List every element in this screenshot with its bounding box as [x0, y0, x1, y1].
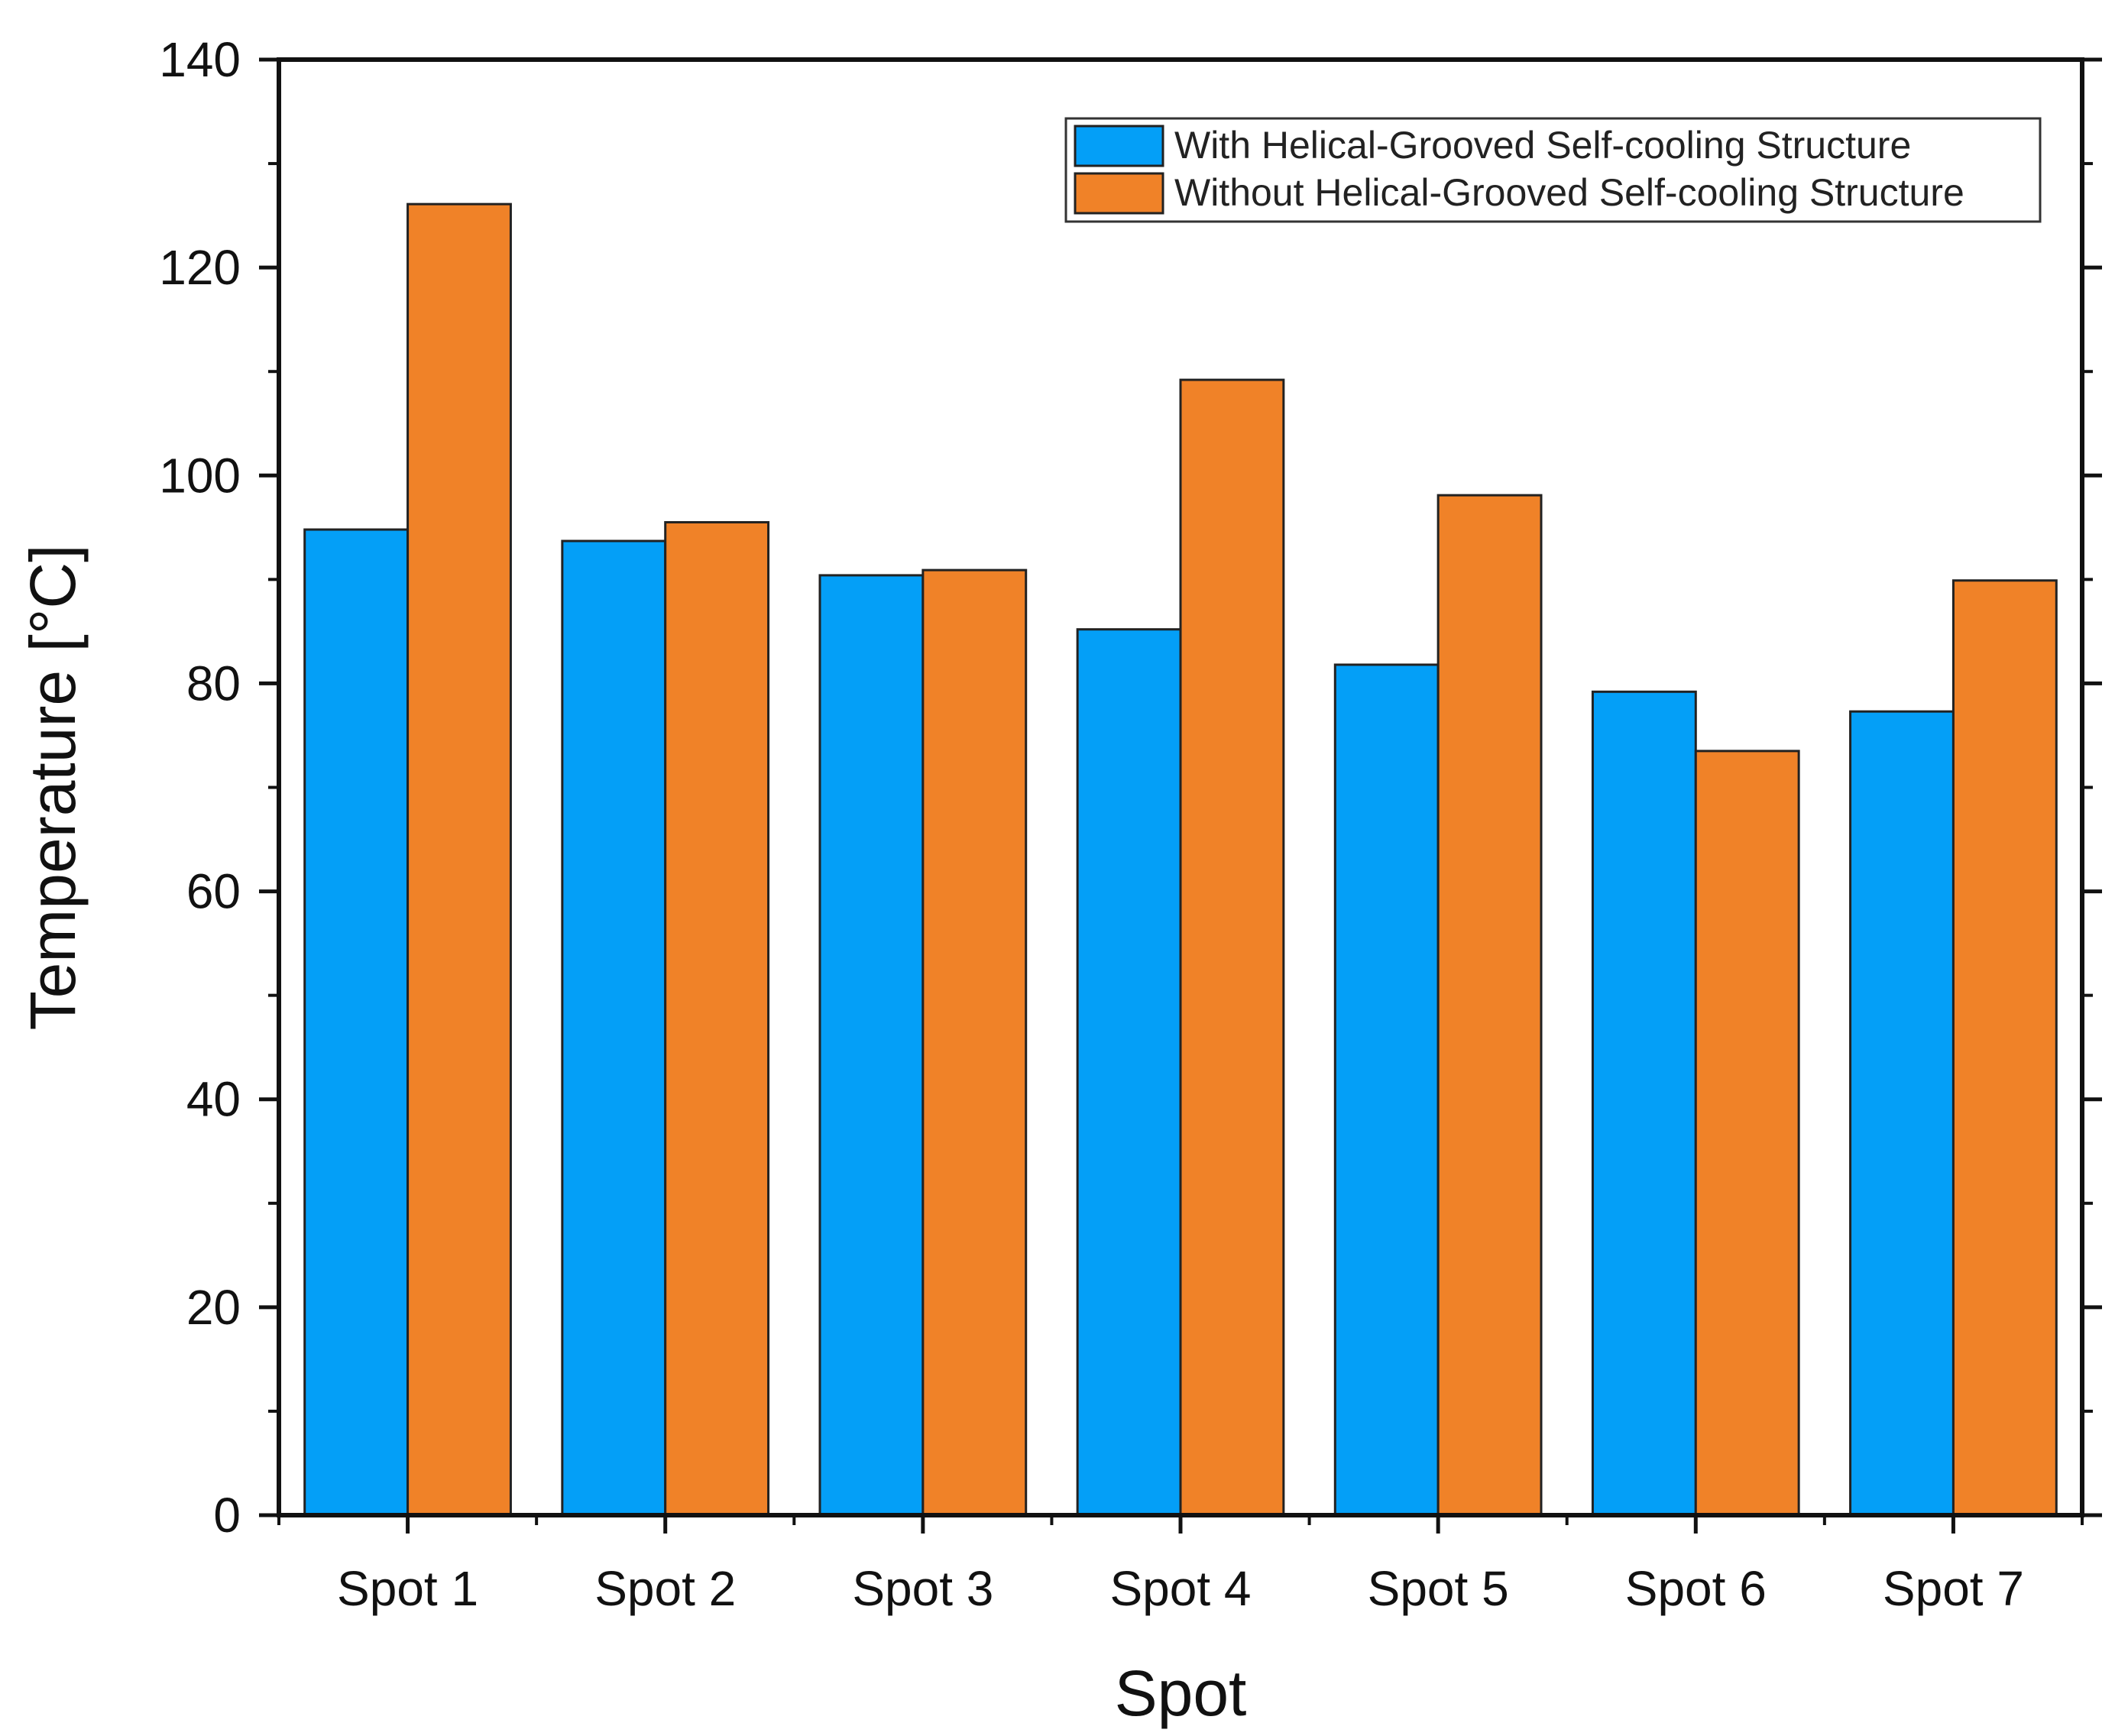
ticks-layer: 0 20 40 60 80 100 120 140 Spot 1 Spot 2 Spot 3 Spot…	[159, 32, 2102, 1616]
bar-with-spot-4	[1076, 628, 1182, 1517]
y-tick-label: 0	[213, 1488, 241, 1543]
y-tick-label: 80	[186, 656, 241, 711]
legend-box	[1064, 117, 2042, 223]
bar-with-spot-2	[561, 539, 667, 1517]
x-tick-label: Spot 7	[1883, 1561, 2024, 1616]
y-tick-label: 100	[159, 448, 241, 503]
bar-without-spot-7	[1951, 579, 2058, 1517]
x-tick-label: Spot 3	[852, 1561, 993, 1616]
bar-without-spot-4	[1179, 378, 1285, 1517]
y-tick-label: 20	[186, 1280, 241, 1335]
y-tick-label: 60	[186, 864, 241, 919]
bar-with-spot-7	[1849, 710, 1955, 1517]
bar-without-spot-5	[1436, 494, 1543, 1517]
bar-without-spot-3	[921, 568, 1028, 1517]
bars-layer	[303, 202, 2058, 1517]
x-tick-label: Spot 4	[1109, 1561, 1251, 1616]
bar-with-spot-1	[303, 528, 410, 1517]
bar-without-spot-6	[1694, 750, 1800, 1517]
bar-without-spot-1	[406, 202, 512, 1517]
y-tick-label: 140	[159, 32, 241, 87]
x-axis-title: Spot	[1115, 1657, 1247, 1729]
y-tick-label: 120	[159, 240, 241, 295]
legend-label-with: With Helical-Grooved Self-cooling Struct…	[1174, 124, 1911, 167]
x-tick-label: Spot 1	[337, 1561, 478, 1616]
bar-without-spot-2	[664, 521, 770, 1517]
legend-swatch-with	[1074, 125, 1164, 167]
bar-with-spot-6	[1591, 690, 1697, 1517]
x-tick-label: Spot 6	[1625, 1561, 1767, 1616]
x-tick-label: Spot 2	[594, 1561, 736, 1616]
legend: With Helical-Grooved Self-cooling Struct…	[1064, 117, 2042, 223]
bar-with-spot-3	[818, 574, 925, 1517]
legend-label-without: Without Helical-Grooved Self-cooling Str…	[1174, 171, 1964, 214]
y-axis-title: Temperature [°C]	[17, 545, 89, 1031]
legend-swatch-without	[1074, 172, 1164, 215]
x-tick-label: Spot 5	[1368, 1561, 1509, 1616]
y-tick-label: 40	[186, 1072, 241, 1127]
bar-with-spot-5	[1333, 663, 1440, 1517]
